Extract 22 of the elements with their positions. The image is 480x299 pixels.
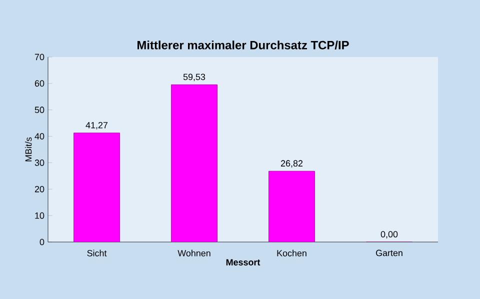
chart-title: Mittlerer maximaler Durchsatz TCP/IP bbox=[137, 40, 349, 50]
bar bbox=[268, 170, 315, 242]
y-axis-title: MBit/s bbox=[25, 137, 32, 162]
y-tick-label: 50 bbox=[34, 106, 44, 114]
x-tick-label: Kochen bbox=[277, 250, 306, 256]
data-label: 59,53 bbox=[183, 74, 206, 82]
y-tick-label: 10 bbox=[35, 212, 44, 219]
bar bbox=[74, 132, 120, 242]
y-tick-label: 0 bbox=[40, 238, 44, 246]
y-tick-label: 70 bbox=[34, 54, 44, 60]
y-tick-label: 40 bbox=[34, 133, 44, 140]
bar bbox=[171, 84, 218, 242]
data-label: 0,00 bbox=[380, 231, 398, 238]
y-tick-label: 30 bbox=[34, 160, 44, 166]
y-tick-label: 60 bbox=[34, 80, 44, 87]
x-tick-label: Garten bbox=[376, 250, 402, 256]
data-label: 41,27 bbox=[86, 122, 108, 130]
x-tick-label: Sicht bbox=[87, 250, 107, 256]
x-tick-label: Wohnen bbox=[178, 250, 210, 256]
data-label: 26,82 bbox=[280, 160, 303, 168]
y-tick-label: 20 bbox=[34, 186, 44, 192]
x-axis-title: Messort bbox=[226, 259, 260, 266]
